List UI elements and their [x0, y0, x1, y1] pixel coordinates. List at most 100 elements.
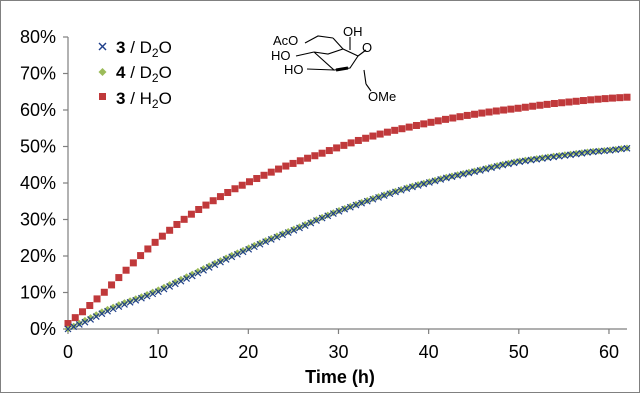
data-point [527, 156, 535, 164]
data-point [115, 301, 123, 309]
data-point [442, 115, 450, 123]
data-point [143, 290, 151, 298]
data-point [584, 149, 591, 156]
data-point [92, 311, 100, 319]
data-point [471, 168, 478, 176]
data-point [273, 233, 281, 241]
legend-label-tail: O [159, 38, 172, 57]
data-point [504, 160, 512, 168]
structure-bonds [295, 35, 372, 92]
data-point [529, 102, 537, 110]
data-point [391, 126, 399, 134]
data-point [87, 315, 95, 323]
data-point [538, 155, 546, 162]
data-point [325, 147, 333, 155]
data-point [120, 299, 128, 307]
data-point [238, 181, 246, 189]
data-point [304, 154, 312, 162]
data-point [151, 238, 159, 246]
data-point [617, 145, 625, 153]
data-point [183, 273, 191, 281]
data-point [122, 266, 130, 274]
data-point [329, 210, 337, 217]
data-point [115, 274, 123, 282]
x-tick-label: 10 [148, 342, 168, 362]
x-tick-label: 60 [599, 342, 619, 362]
data-point [296, 224, 303, 232]
data-point [485, 108, 493, 116]
data-point [623, 93, 631, 101]
legend-label-bold: 3 [116, 38, 125, 57]
data-point [279, 231, 286, 239]
data-point [405, 123, 413, 131]
data-point [71, 314, 79, 322]
data-point [507, 105, 515, 113]
data-point [250, 243, 258, 251]
legend: 3 / D2O 4 / D2O 3 / H2O [98, 38, 172, 111]
data-point [75, 321, 83, 328]
legend-item-3-d2o: 3 / D2O [98, 38, 172, 60]
data-point [369, 195, 377, 203]
data-point [601, 95, 609, 103]
data-point [521, 157, 529, 165]
data-point [420, 180, 428, 188]
data-point [284, 227, 292, 235]
data-point [492, 107, 500, 115]
legend-label-sub: 2 [152, 97, 159, 111]
data-point [301, 221, 309, 229]
data-point [64, 320, 72, 328]
data-point [376, 130, 384, 138]
legend-label-sub: 2 [152, 71, 159, 85]
data-point [187, 210, 195, 218]
data-point [195, 205, 203, 213]
data-point [623, 144, 631, 152]
data-point [93, 295, 101, 303]
legend-marker-x [98, 42, 107, 51]
data-point [612, 146, 620, 154]
data-point [482, 165, 490, 173]
data-point [267, 234, 275, 242]
data-point [369, 132, 377, 140]
data-point [194, 267, 202, 275]
data-point [222, 254, 230, 262]
data-point [160, 283, 168, 291]
data-point [476, 167, 484, 174]
data-point [121, 300, 128, 308]
data-point [427, 118, 435, 126]
data-point [403, 185, 411, 192]
data-point [449, 114, 457, 122]
legend-label-rest: / H [125, 89, 151, 108]
svg-text:3 / D2O: 3 / D2O [116, 38, 172, 60]
data-point [363, 197, 371, 205]
data-point [578, 149, 586, 157]
data-point [493, 162, 501, 170]
y-tick-label: 60% [20, 100, 56, 120]
data-point [499, 161, 507, 169]
data-point [414, 181, 422, 189]
data-point [239, 246, 247, 254]
data-point [341, 205, 349, 213]
data-point [456, 113, 464, 121]
data-point [579, 97, 587, 105]
y-tick-label: 0% [30, 319, 56, 339]
data-point [81, 316, 89, 324]
data-point [561, 152, 569, 159]
data-point [510, 159, 518, 167]
data-point [222, 255, 230, 263]
data-point [594, 95, 602, 103]
legend-item-4-d2o: 4 / D2O [98, 63, 172, 85]
data-point [550, 99, 558, 107]
data-point [318, 149, 326, 157]
data-point [108, 281, 116, 289]
data-point [572, 97, 580, 105]
data-point [340, 141, 348, 149]
legend-marker-square [99, 93, 106, 100]
data-point [267, 168, 275, 176]
data-point [166, 281, 174, 289]
data-point [177, 275, 185, 283]
y-tick-label: 50% [20, 137, 56, 157]
data-point [420, 120, 428, 128]
data-point [81, 318, 89, 326]
